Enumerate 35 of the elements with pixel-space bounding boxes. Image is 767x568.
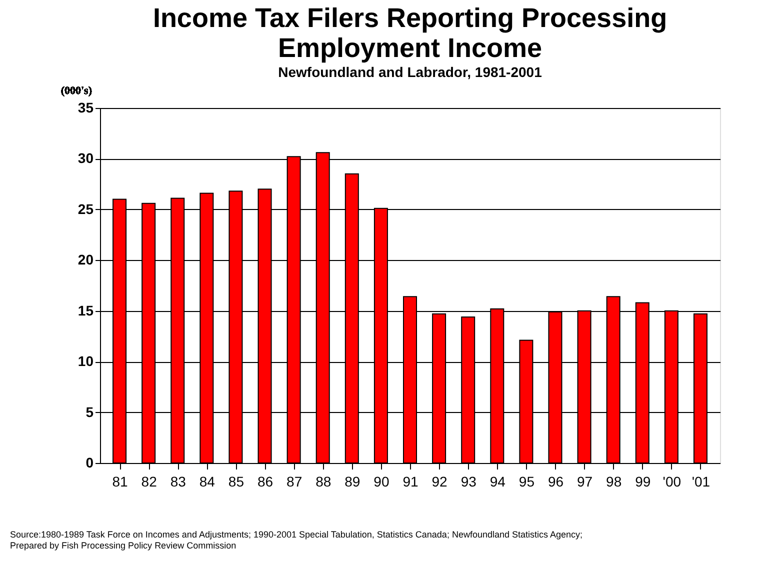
y-tick-label: 25 [78,200,94,217]
x-tick-label: 85 [228,474,244,490]
x-tick-label: 84 [199,474,216,490]
y-tick-label: 10 [78,353,94,370]
y-axis-title: (000's) [60,85,92,97]
x-tick-label: 94 [490,474,506,490]
text: Employment Income [278,33,542,63]
x-tick-label: 88 [316,474,332,490]
x-tick-label: 92 [432,474,448,490]
x-tick-label: 95 [518,474,535,490]
x-tick-label: 91 [402,474,418,490]
source-note: Source:1980-1989 Task Force on Incomes and Adjustments; 1990-2001 Special Tabulation, Statistics Canada; Newfoundland Statistics Agency; [10,530,583,540]
x-tick-label: 89 [344,474,360,490]
x-tick-label: 87 [286,474,302,490]
text: Prepared by Fish Processing Policy Review Commission [10,540,236,550]
x-tick-label: '00 [662,474,682,490]
y-tick-label: 15 [78,302,94,318]
x-tick-label: 97 [576,474,593,490]
text: Income Tax Filers Reporting Processing [152,3,668,33]
x-tick-label: 86 [257,474,274,490]
x-tick-label: 93 [460,474,477,490]
x-tick-label: 96 [548,474,564,490]
y-tick-label: 35 [78,100,94,116]
x-tick-label: 99 [635,474,651,490]
y-tick-label: 30 [78,150,94,166]
x-tick-label: 82 [141,474,158,490]
x-tick-label: 83 [170,474,186,490]
y-tick-label: 20 [78,252,94,268]
y-tick-label: 5 [86,404,94,420]
x-tick-label: 98 [606,474,622,490]
y-tick-label: 0 [86,454,94,470]
x-tick-label: '01 [692,474,710,490]
chart-subtitle: Newfoundland and Labrador, 1981-2001 [278,64,542,80]
x-tick-label: 81 [112,474,128,490]
x-tick-label: 90 [374,474,390,490]
